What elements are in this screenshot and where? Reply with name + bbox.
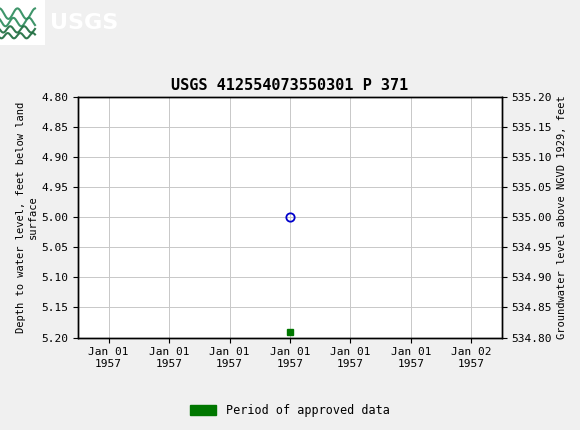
Bar: [0, 0, 45, 45]
Y-axis label: Groundwater level above NGVD 1929, feet: Groundwater level above NGVD 1929, feet: [557, 95, 567, 339]
Y-axis label: Depth to water level, feet below land
surface: Depth to water level, feet below land su…: [16, 101, 38, 333]
Title: USGS 412554073550301 P 371: USGS 412554073550301 P 371: [171, 78, 409, 93]
Text: USGS: USGS: [50, 13, 118, 33]
Legend: Period of approved data: Period of approved data: [186, 399, 394, 422]
